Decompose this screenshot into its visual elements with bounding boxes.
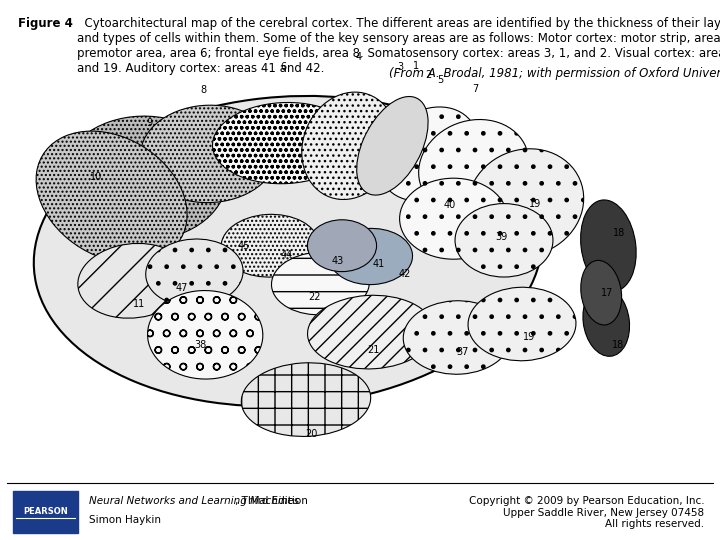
Ellipse shape: [271, 252, 369, 315]
Text: 1: 1: [413, 61, 419, 71]
Ellipse shape: [467, 149, 584, 256]
Text: 43: 43: [331, 256, 344, 266]
Text: 37: 37: [456, 347, 469, 357]
Text: 19: 19: [528, 199, 541, 209]
Text: (From A. Brodal, 1981; with permission of Oxford University Press.): (From A. Brodal, 1981; with permission o…: [389, 68, 720, 80]
Text: 18: 18: [611, 340, 624, 349]
Text: 3: 3: [397, 62, 403, 72]
Ellipse shape: [145, 239, 243, 306]
Ellipse shape: [379, 107, 478, 201]
Text: 42: 42: [398, 269, 411, 279]
Ellipse shape: [221, 214, 319, 277]
Text: 45: 45: [237, 241, 250, 251]
Text: 9: 9: [147, 118, 153, 128]
Text: 40: 40: [444, 200, 456, 210]
Text: 10: 10: [90, 172, 103, 181]
Ellipse shape: [329, 228, 413, 285]
Ellipse shape: [36, 131, 187, 263]
Text: 19: 19: [523, 333, 536, 342]
Text: 20: 20: [305, 429, 318, 439]
Ellipse shape: [148, 291, 263, 379]
Text: Cytoarchitectural map of the cerebral cortex. The different areas are identified: Cytoarchitectural map of the cerebral co…: [77, 17, 720, 75]
Ellipse shape: [580, 200, 636, 292]
Text: 38: 38: [194, 340, 207, 349]
Ellipse shape: [468, 287, 576, 361]
Text: 22: 22: [308, 292, 321, 302]
Text: Figure 4: Figure 4: [18, 17, 73, 30]
Text: 47: 47: [175, 283, 188, 293]
Ellipse shape: [61, 116, 227, 240]
Text: Copyright © 2009 by Pearson Education, Inc.
Upper Saddle River, New Jersey 07458: Copyright © 2009 by Pearson Education, I…: [469, 496, 704, 529]
Ellipse shape: [78, 244, 189, 318]
Text: Simon Haykin: Simon Haykin: [89, 515, 161, 525]
Text: 7: 7: [472, 84, 478, 93]
Text: 41: 41: [372, 259, 385, 268]
Text: 4: 4: [356, 52, 361, 62]
Ellipse shape: [241, 363, 371, 436]
Ellipse shape: [356, 97, 428, 195]
Text: , Third Edition: , Third Edition: [235, 496, 307, 507]
Ellipse shape: [583, 286, 629, 356]
Text: 17: 17: [600, 288, 613, 298]
Ellipse shape: [455, 204, 553, 277]
Text: 44: 44: [280, 251, 293, 260]
Text: 18: 18: [613, 228, 626, 238]
Text: 6: 6: [280, 63, 286, 72]
Ellipse shape: [140, 105, 277, 202]
Text: 5: 5: [438, 76, 444, 85]
Ellipse shape: [403, 301, 511, 374]
Text: Neural Networks and Learning Machines: Neural Networks and Learning Machines: [89, 496, 299, 507]
Ellipse shape: [400, 178, 508, 259]
Text: 8: 8: [201, 85, 207, 94]
Text: 21: 21: [366, 345, 379, 355]
Text: 2: 2: [426, 70, 431, 79]
Ellipse shape: [34, 96, 542, 406]
Ellipse shape: [212, 103, 356, 184]
Text: PEARSON: PEARSON: [23, 508, 68, 516]
Ellipse shape: [307, 295, 434, 369]
Ellipse shape: [418, 119, 529, 215]
Text: 39: 39: [495, 232, 508, 241]
Ellipse shape: [302, 92, 397, 199]
Ellipse shape: [307, 220, 377, 272]
FancyBboxPatch shape: [13, 491, 78, 533]
Text: 11: 11: [132, 299, 145, 309]
Ellipse shape: [581, 260, 621, 325]
